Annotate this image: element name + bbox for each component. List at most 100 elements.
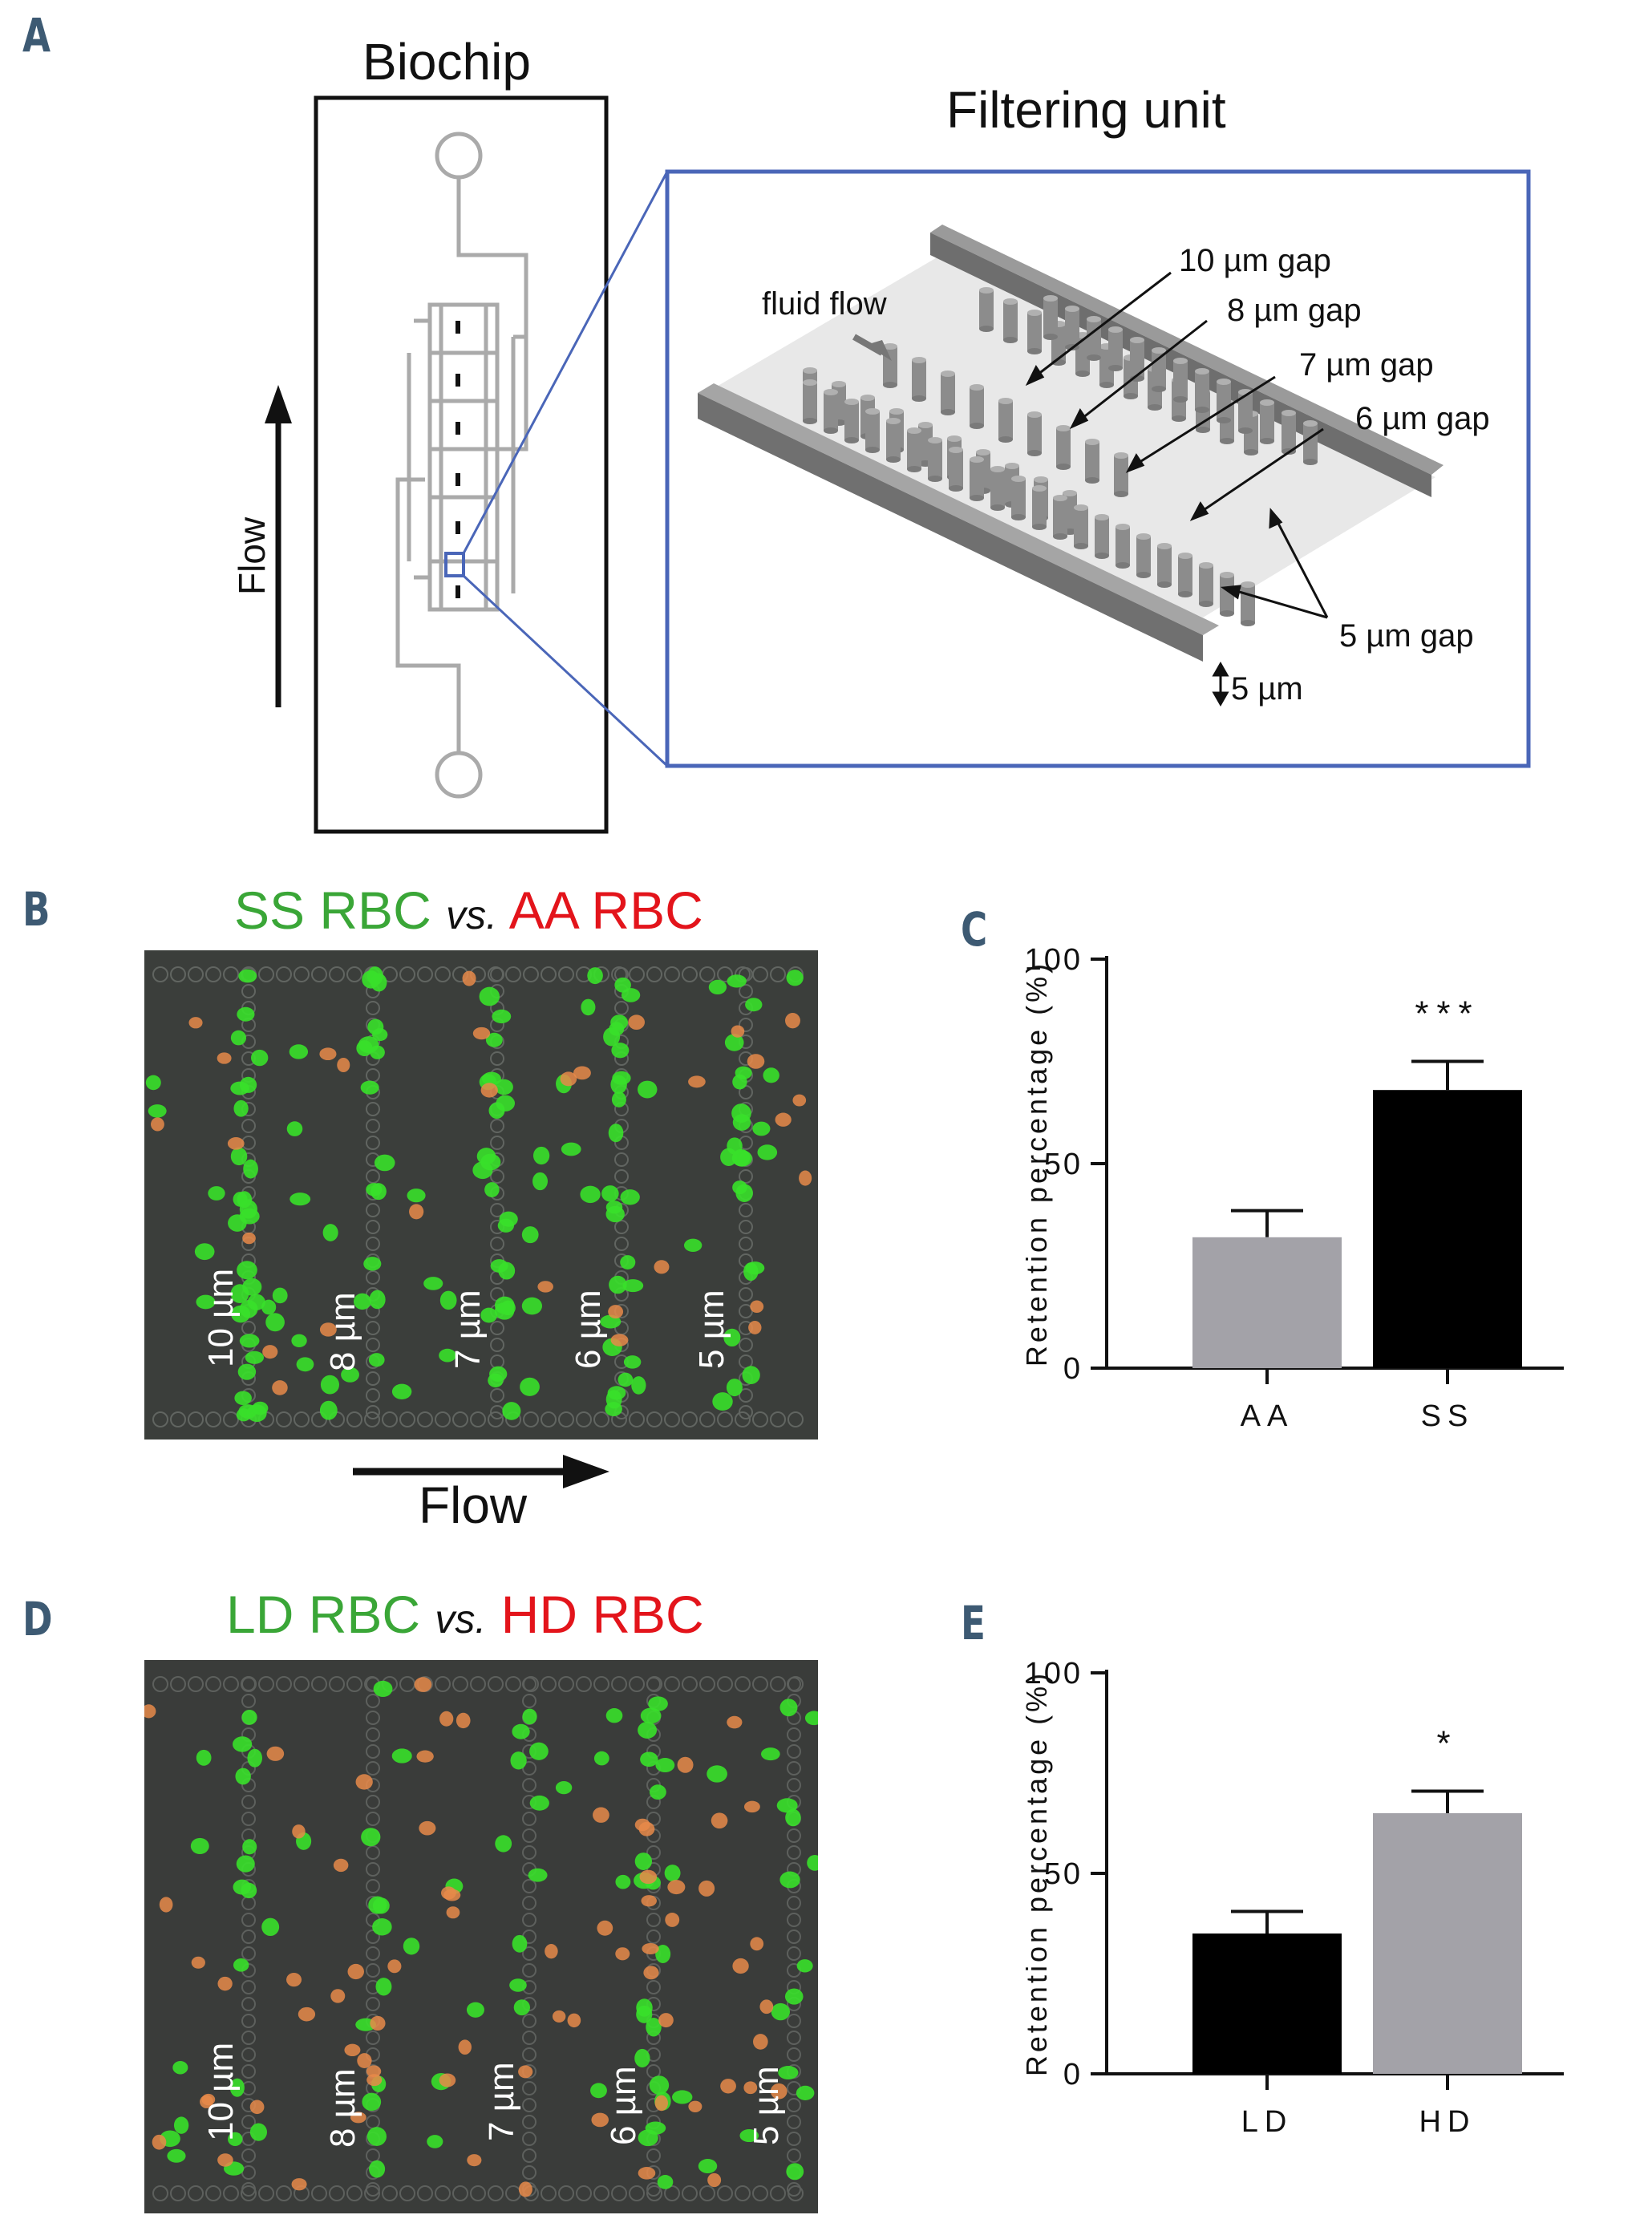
red-cell <box>439 1711 454 1727</box>
pillar <box>241 1929 256 1944</box>
pillar <box>294 1411 310 1427</box>
green-cell <box>743 1262 759 1282</box>
green-cell <box>363 1257 382 1271</box>
pillar <box>593 1676 609 1692</box>
red-cell <box>743 2081 758 2095</box>
red-cell <box>775 1112 792 1127</box>
red-cell <box>654 1260 670 1274</box>
b-gap-10: 10 µm <box>201 1269 241 1367</box>
pillar <box>646 2182 661 2197</box>
green-cell <box>407 1188 426 1203</box>
pillar <box>576 1411 592 1427</box>
pillar <box>1011 476 1026 520</box>
pillar <box>558 1676 574 1692</box>
pillar <box>152 1411 168 1427</box>
flow-label-vertical: Flow <box>231 516 273 595</box>
red-cell <box>642 1942 659 1954</box>
red-cell <box>472 1026 491 1040</box>
pillar <box>170 2185 186 2201</box>
green-cell <box>779 1699 798 1717</box>
green-cell <box>617 1372 634 1387</box>
red-cell <box>552 2010 566 2023</box>
gap-label-6: 6 µm gap <box>1355 401 1490 436</box>
green-cell <box>529 1795 549 1811</box>
pillar <box>364 2185 380 2201</box>
red-cell <box>591 2112 609 2128</box>
pillar <box>646 2148 661 2163</box>
green-cell <box>707 1765 727 1783</box>
red-cell <box>370 2015 386 2031</box>
red-cell <box>537 1281 553 1293</box>
green-cell <box>784 1988 804 2005</box>
pillar <box>787 2031 801 2045</box>
pillar <box>717 1676 733 1692</box>
green-cell <box>605 1390 622 1409</box>
green-cell <box>779 1871 800 1889</box>
pillar <box>522 1963 536 1978</box>
red-cell <box>462 970 476 986</box>
pillar <box>241 2148 256 2163</box>
pillar <box>844 399 859 443</box>
pillar <box>646 1845 661 1860</box>
b-gap-7: 7 µm <box>448 1290 488 1369</box>
green-cell <box>587 967 603 985</box>
pillar <box>739 1220 753 1234</box>
pillar <box>258 1676 274 1692</box>
pillar <box>576 2185 592 2201</box>
x-tick-label: SS <box>1421 1399 1475 1433</box>
green-cell <box>480 1153 501 1171</box>
green-cell <box>353 1293 371 1310</box>
gap-label-7: 7 µm gap <box>1299 347 1434 383</box>
pillar <box>366 1321 380 1335</box>
red-cell <box>610 1334 629 1346</box>
green-cell <box>481 1071 501 1086</box>
green-cell <box>720 1148 738 1166</box>
pillar <box>188 1676 204 1692</box>
pillar <box>787 2132 801 2146</box>
pillar <box>1217 379 1231 423</box>
panel-letter-b: B <box>22 882 51 937</box>
green-cell <box>484 1182 500 1197</box>
green-cell <box>509 1978 527 1992</box>
pillar <box>366 1220 380 1234</box>
red-cell <box>144 1704 156 1719</box>
green-cell <box>375 1978 392 1996</box>
red-cell <box>753 2034 768 2050</box>
gap-label-10: 10 µm gap <box>1179 243 1331 278</box>
red-cell <box>639 1869 658 1885</box>
filter-unit-highlight <box>444 552 465 577</box>
green-cell <box>242 1839 257 1855</box>
red-cell <box>688 1075 706 1088</box>
green-cell <box>290 1193 311 1206</box>
green-cell <box>776 1798 798 1813</box>
green-cell <box>261 1299 277 1315</box>
y-tick-label: 100 <box>1025 943 1083 977</box>
green-cell <box>242 1278 262 1296</box>
red-cell <box>286 1973 302 1987</box>
green-cell <box>427 2135 443 2148</box>
pillar <box>735 1411 751 1427</box>
flow-arrow-head <box>265 385 292 423</box>
green-cell <box>423 1277 443 1290</box>
green-cell <box>172 2060 188 2075</box>
green-cell <box>634 1853 653 1870</box>
pillar <box>488 2185 504 2201</box>
pillar-rows <box>803 287 1318 626</box>
green-cell <box>167 2148 186 2163</box>
pillar <box>490 967 504 982</box>
pillar <box>979 287 994 332</box>
pillar <box>452 1411 468 1427</box>
pillar <box>646 1913 661 1927</box>
pillar <box>787 2182 801 2197</box>
green-cell <box>605 1205 625 1223</box>
red-cell <box>291 2178 307 2191</box>
green-cell <box>247 1748 262 1768</box>
pillar <box>699 966 715 982</box>
pillar <box>522 1812 536 1826</box>
pillar <box>941 371 955 415</box>
pillar <box>241 2047 256 2062</box>
red-cell <box>217 1976 233 1991</box>
panel-letter-e: E <box>961 1596 986 1650</box>
pillar <box>241 1980 256 1994</box>
pillar <box>886 418 901 463</box>
